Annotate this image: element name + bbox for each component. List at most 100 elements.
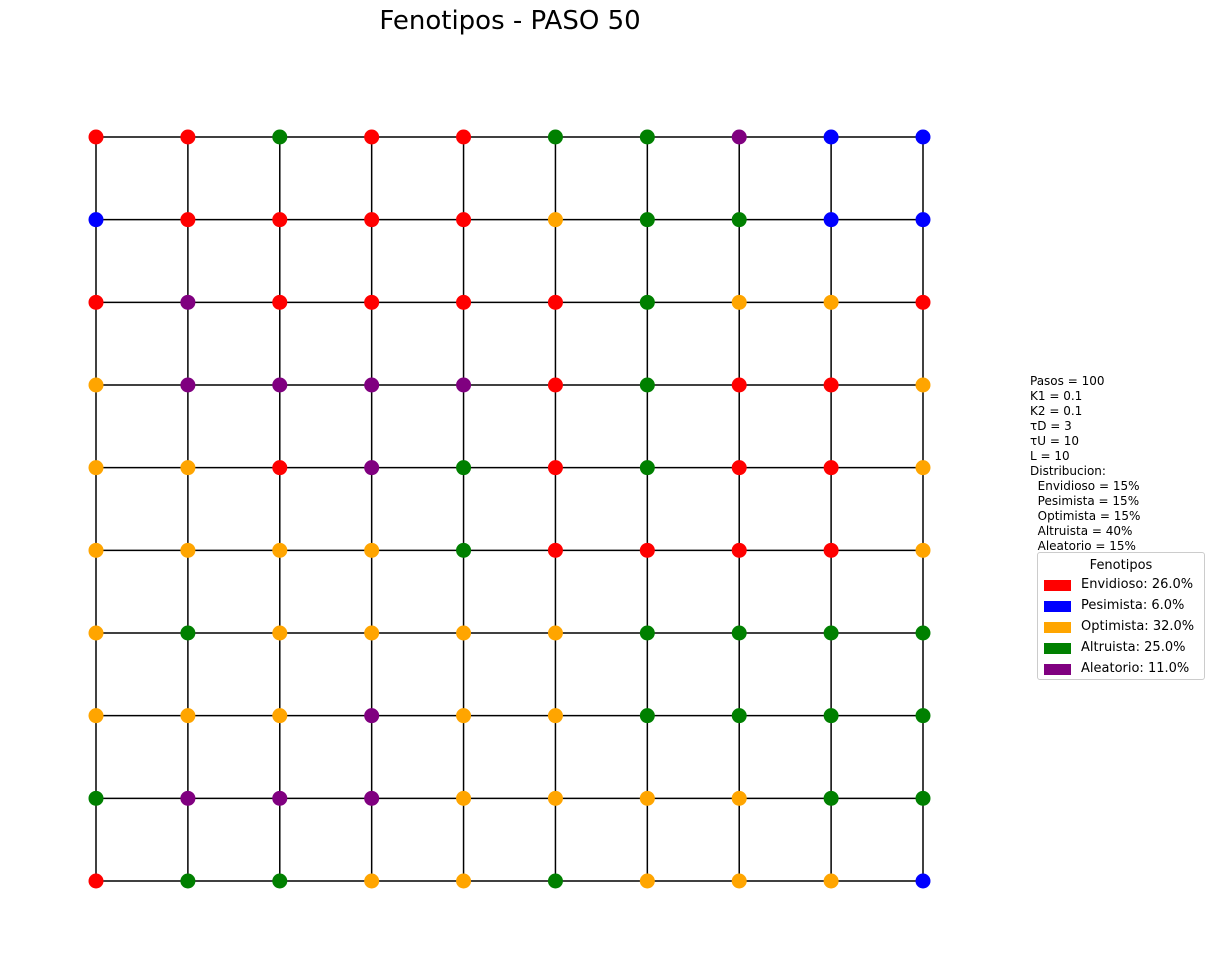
node-0-0-envidioso	[88, 129, 104, 145]
node-3-9-optimista	[915, 377, 931, 393]
node-7-6-altruista	[639, 708, 655, 724]
node-9-7-optimista	[731, 873, 747, 889]
node-4-6-altruista	[639, 460, 655, 476]
node-1-7-altruista	[731, 212, 747, 228]
node-6-1-altruista	[180, 625, 196, 641]
node-1-4-envidioso	[456, 212, 472, 228]
node-8-3-aleatorio	[364, 790, 380, 806]
legend-label: Optimista: 32.0%	[1081, 619, 1195, 634]
node-6-3-optimista	[364, 625, 380, 641]
node-4-3-aleatorio	[364, 460, 380, 476]
node-7-9-altruista	[915, 708, 931, 724]
node-4-1-optimista	[180, 460, 196, 476]
node-0-5-altruista	[547, 129, 563, 145]
param-line: τU = 10	[1030, 434, 1079, 448]
node-1-1-envidioso	[180, 212, 196, 228]
node-5-8-envidioso	[823, 542, 839, 558]
node-7-8-altruista	[823, 708, 839, 724]
node-2-6-altruista	[639, 294, 655, 310]
node-2-0-envidioso	[88, 294, 104, 310]
node-5-9-optimista	[915, 542, 931, 558]
node-6-4-optimista	[456, 625, 472, 641]
node-8-7-optimista	[731, 790, 747, 806]
node-6-7-altruista	[731, 625, 747, 641]
node-8-0-altruista	[88, 790, 104, 806]
node-9-5-altruista	[547, 873, 563, 889]
legend-item: Pesimista: 6.0%	[1038, 597, 1204, 618]
node-5-2-optimista	[272, 542, 288, 558]
parameters-panel: Pasos = 100 K1 = 0.1 K2 = 0.1 τD = 3 τU = 10…	[1030, 374, 1140, 554]
node-3-3-aleatorio	[364, 377, 380, 393]
param-line: τD = 3	[1030, 419, 1072, 433]
param-line: Envidioso = 15%	[1030, 479, 1140, 493]
node-7-1-optimista	[180, 708, 196, 724]
node-5-6-envidioso	[639, 542, 655, 558]
node-3-2-aleatorio	[272, 377, 288, 393]
node-2-5-envidioso	[547, 294, 563, 310]
param-line: Pesimista = 15%	[1030, 494, 1140, 508]
node-2-1-aleatorio	[180, 294, 196, 310]
node-0-9-pesimista	[915, 129, 931, 145]
param-line: Distribucion:	[1030, 464, 1106, 478]
legend-label: Aleatorio: 11.0%	[1081, 661, 1190, 676]
node-4-8-envidioso	[823, 460, 839, 476]
node-5-4-altruista	[456, 542, 472, 558]
node-7-5-optimista	[547, 708, 563, 724]
node-5-1-optimista	[180, 542, 196, 558]
node-5-7-envidioso	[731, 542, 747, 558]
legend-item: Altruista: 25.0%	[1038, 639, 1204, 660]
node-8-2-aleatorio	[272, 790, 288, 806]
node-5-0-optimista	[88, 542, 104, 558]
node-9-4-optimista	[456, 873, 472, 889]
node-6-8-altruista	[823, 625, 839, 641]
node-0-4-envidioso	[456, 129, 472, 145]
legend: Fenotipos Envidioso: 26.0% Pesimista: 6.0…	[1037, 552, 1205, 680]
legend-item: Aleatorio: 11.0%	[1038, 660, 1204, 681]
node-1-9-pesimista	[915, 212, 931, 228]
param-line: Aleatorio = 15%	[1030, 539, 1136, 553]
node-9-0-envidioso	[88, 873, 104, 889]
lattice-plot	[88, 129, 931, 889]
node-3-8-envidioso	[823, 377, 839, 393]
node-4-5-envidioso	[547, 460, 563, 476]
node-2-4-envidioso	[456, 294, 472, 310]
node-4-7-envidioso	[731, 460, 747, 476]
node-2-7-optimista	[731, 294, 747, 310]
node-1-0-pesimista	[88, 212, 104, 228]
param-line: Optimista = 15%	[1030, 509, 1141, 523]
node-8-6-optimista	[639, 790, 655, 806]
param-line: K1 = 0.1	[1030, 389, 1083, 403]
node-8-8-altruista	[823, 790, 839, 806]
node-0-3-envidioso	[364, 129, 380, 145]
legend-label: Pesimista: 6.0%	[1081, 598, 1185, 613]
node-8-4-optimista	[456, 790, 472, 806]
node-6-0-optimista	[88, 625, 104, 641]
node-7-0-optimista	[88, 708, 104, 724]
node-3-0-optimista	[88, 377, 104, 393]
legend-item: Envidioso: 26.0%	[1038, 576, 1204, 597]
node-9-2-altruista	[272, 873, 288, 889]
node-8-5-optimista	[547, 790, 563, 806]
param-line: Pasos = 100	[1030, 374, 1105, 388]
node-3-5-envidioso	[547, 377, 563, 393]
node-5-5-envidioso	[547, 542, 563, 558]
lattice-nodes	[88, 129, 931, 889]
node-7-4-optimista	[456, 708, 472, 724]
node-8-9-altruista	[915, 790, 931, 806]
node-3-4-aleatorio	[456, 377, 472, 393]
param-line: Altruista = 40%	[1030, 524, 1133, 538]
node-2-3-envidioso	[364, 294, 380, 310]
node-9-8-optimista	[823, 873, 839, 889]
chart-title: Fenotipos - PASO 50	[379, 6, 641, 36]
node-1-3-envidioso	[364, 212, 380, 228]
legend-items: Envidioso: 26.0% Pesimista: 6.0% Optimista…	[1038, 576, 1204, 681]
node-9-1-altruista	[180, 873, 196, 889]
node-0-7-aleatorio	[731, 129, 747, 145]
legend-item: Optimista: 32.0%	[1038, 618, 1204, 639]
node-9-9-pesimista	[915, 873, 931, 889]
node-1-6-altruista	[639, 212, 655, 228]
node-0-1-envidioso	[180, 129, 196, 145]
node-6-2-optimista	[272, 625, 288, 641]
node-7-2-optimista	[272, 708, 288, 724]
legend-swatch	[1044, 622, 1071, 633]
